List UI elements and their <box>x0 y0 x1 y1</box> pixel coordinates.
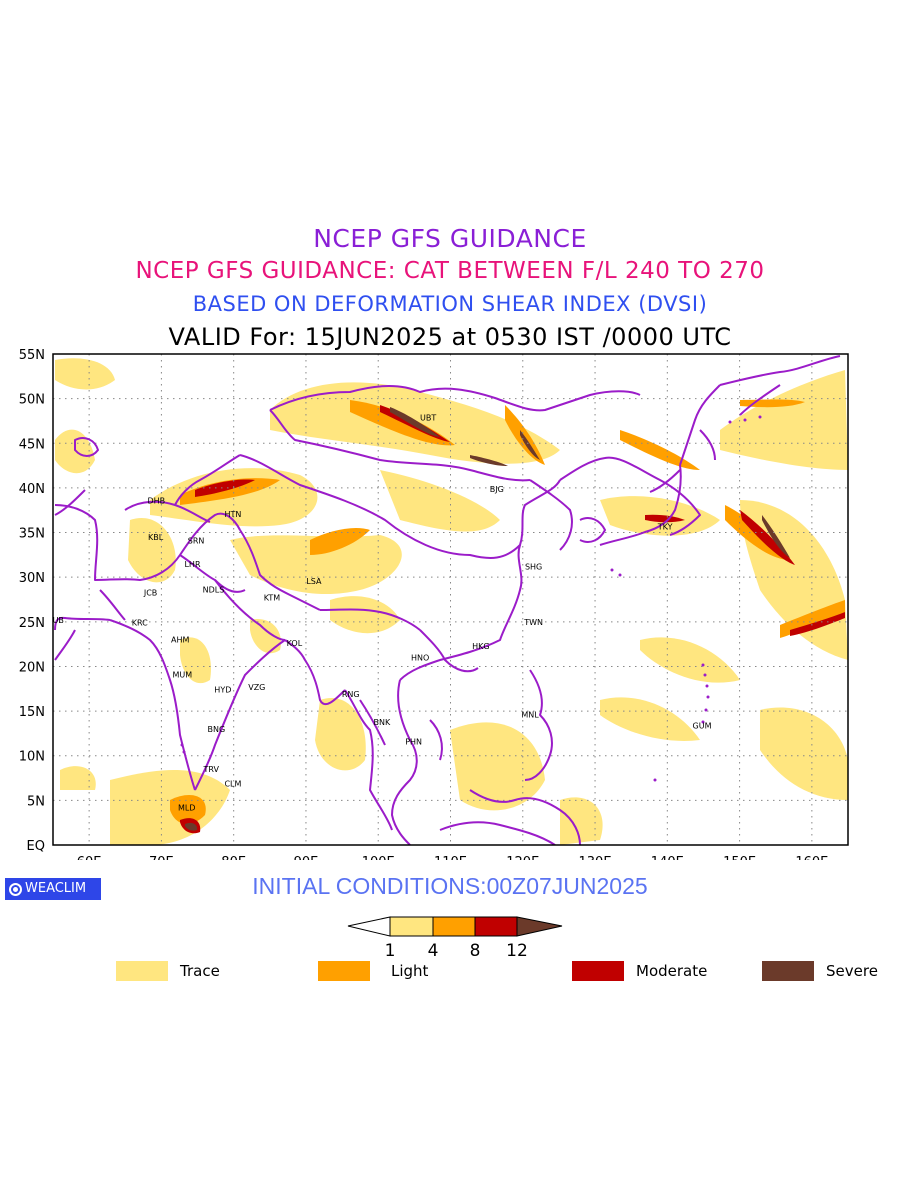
colorbar: 1 4 8 12 <box>347 916 563 960</box>
colorbar-low-arrow <box>347 916 391 937</box>
lat-tick-label: 10N <box>19 750 45 765</box>
lon-tick-label: 130E <box>579 855 612 860</box>
country-borders <box>54 355 841 845</box>
colorbar-moderate-bin <box>474 916 518 937</box>
initial-conditions: INITIAL CONDITIONS:00Z07JUN2025 <box>252 873 648 899</box>
colorbar-light-bin <box>432 916 476 937</box>
legend-trace-label: Trace <box>180 962 220 980</box>
lat-tick-label: 40N <box>19 482 45 497</box>
legend-light-swatch <box>318 961 370 981</box>
turbulence-map: UBT BJG DHB HTN KBL SRN LHR TKY SHG LSA JCB NDLS KTM… <box>19 348 849 860</box>
colorbar-tick-label: 4 <box>428 941 439 960</box>
title-product: NCEP GFS GUIDANCE: CAT BETWEEN F/L 240 T… <box>135 258 765 284</box>
lon-tick-label: 60E <box>77 855 102 860</box>
colorbar-trace-bin <box>389 916 434 937</box>
lat-tick-label: 45N <box>19 437 45 452</box>
colorbar-tick-label: 8 <box>470 941 481 960</box>
station-label-hno: HNO <box>411 654 429 663</box>
station-label-vzg: VZG <box>248 683 265 692</box>
station-label-krc: KRC <box>132 619 148 628</box>
lat-lon-grid <box>53 354 848 845</box>
station-label-dhb: DHB <box>148 496 166 505</box>
lat-tick-label: 25N <box>19 616 45 631</box>
station-label-hkg: HKG <box>472 642 489 651</box>
map-frame <box>52 353 849 846</box>
trace-areas <box>55 358 848 845</box>
station-label-phn: PHN <box>405 737 422 746</box>
weaclim-logo: WEACLIM <box>5 878 101 900</box>
station-label-ubt: UBT <box>420 413 436 422</box>
station-label-srn: SRN <box>188 537 205 546</box>
colorbar-tick-label: 12 <box>506 941 528 960</box>
lat-tick-label: 15N <box>19 705 45 720</box>
colorbar-tick-label: 1 <box>385 941 396 960</box>
severe-areas <box>185 407 790 831</box>
station-label-ahm: AHM <box>171 636 189 645</box>
colorbar-high-arrow <box>516 916 563 937</box>
station-label-dub: DUB <box>46 616 64 625</box>
legend-moderate-label: Moderate <box>636 962 708 980</box>
station-label-lsa: LSA <box>306 577 322 586</box>
station-label-kbl: KBL <box>148 533 164 542</box>
station-label-bng: BNG <box>208 725 226 734</box>
station-label-ktm: KTM <box>264 594 281 603</box>
lon-tick-label: 140E <box>651 855 684 860</box>
station-label-ndls: NDLS <box>203 586 225 595</box>
station-label-tky: TKY <box>657 522 673 531</box>
legend-light-label: Light <box>391 962 429 980</box>
lat-tick-label: 35N <box>19 527 45 542</box>
logo-text: WEACLIM <box>25 881 87 896</box>
title-main: NCEP GFS GUIDANCE <box>313 224 587 253</box>
station-label-twn: TWN <box>523 618 543 627</box>
legend-moderate-swatch <box>572 961 624 981</box>
station-label-hyd: HYD <box>214 686 231 695</box>
station-label-shg: SHG <box>525 562 542 571</box>
lat-tick-label: 50N <box>19 393 45 408</box>
station-label-kol: KOL <box>287 639 303 648</box>
station-label-mld: MLD <box>178 804 196 813</box>
lat-tick-label: 30N <box>19 571 45 586</box>
legend-severe-swatch <box>762 961 814 981</box>
station-label-bnk: BNK <box>373 718 390 727</box>
lat-tick-label: EQ <box>27 839 45 854</box>
lon-tick-label: 90E <box>294 855 319 860</box>
station-label-jcb: JCB <box>143 588 157 597</box>
lon-tick-label: 70E <box>149 855 174 860</box>
station-label-htn: HTN <box>225 510 242 519</box>
lat-tick-label: 55N <box>19 348 45 363</box>
station-label-clm: CLM <box>224 779 241 788</box>
station-label-gum: GUM <box>693 721 712 730</box>
legend-trace-swatch <box>116 961 168 981</box>
station-label-trv: TRV <box>203 765 220 774</box>
lon-tick-label: 120E <box>506 855 539 860</box>
lat-tick-label: 20N <box>19 660 45 675</box>
lon-tick-label: 150E <box>723 855 756 860</box>
logo-circle-icon <box>9 882 22 896</box>
station-label-mnl: MNL <box>521 711 539 720</box>
station-label-bjg: BJG <box>490 485 504 494</box>
station-label-rng: RNG <box>342 690 360 699</box>
lon-tick-label: 110E <box>434 855 467 860</box>
lon-tick-label: 80E <box>221 855 246 860</box>
title-method: BASED ON DEFORMATION SHEAR INDEX (DVSI) <box>192 292 708 316</box>
lon-tick-label: 160E <box>795 855 828 860</box>
legend-severe-label: Severe <box>826 962 878 980</box>
lat-tick-label: 5N <box>27 794 45 809</box>
station-label-lhr: LHR <box>184 560 200 569</box>
lon-tick-label: 100E <box>362 855 395 860</box>
axis-labels: 55N 50N 45N 40N 35N 30N 25N 20N 15N 10N 5N EQ 60E 70E… <box>19 348 829 860</box>
island-dots <box>180 415 762 782</box>
station-label-mum: MUM <box>173 670 193 679</box>
station-labels: UBT BJG DHB HTN KBL SRN LHR TKY SHG LSA JCB NDLS KTM… <box>46 413 712 813</box>
title-valid-time: VALID For: 15JUN2025 at 0530 IST /0000 U… <box>168 323 732 351</box>
